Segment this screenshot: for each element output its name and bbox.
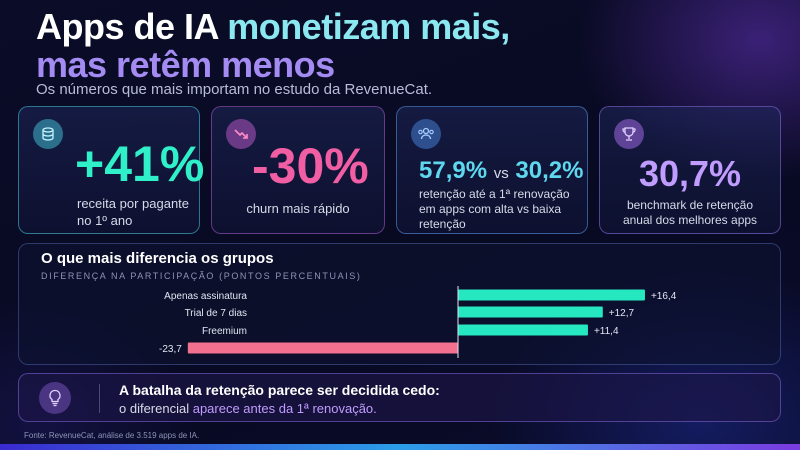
subtitle: Os números que mais importam no estudo d… — [36, 81, 433, 98]
callout-text: o diferencial — [119, 401, 193, 416]
bar — [458, 306, 603, 318]
category-label: Trial de 7 dias — [185, 308, 247, 319]
chart-panel: Apenas assinatura +16,4 Trial de 7 dias +12… — [18, 243, 781, 365]
headline-line-1: Apps de IA monetizam mais, — [36, 8, 510, 46]
kpi-value-high: 57,9% — [419, 157, 488, 184]
chart-title: O que mais diferencia os grupos — [41, 250, 274, 267]
kpi-desc-line: retenção até a 1ª renovação — [419, 187, 570, 201]
insight-callout: A batalha da retenção parece ser decidid… — [18, 373, 781, 422]
kpi-value: 30,7% — [638, 153, 742, 194]
bottom-accent-bar — [0, 444, 800, 450]
headline-line-2: mas retêm menos — [36, 44, 335, 85]
kpi-desc-line: receita por pagante — [77, 196, 190, 211]
kpi-value-low: 30,2% — [515, 157, 584, 184]
category-label: Freemium — [202, 326, 247, 337]
lightbulb-icon — [39, 382, 71, 414]
value-label: +16,4 — [651, 291, 677, 302]
coins-icon — [33, 119, 63, 149]
trophy-icon — [614, 119, 644, 149]
value-label: +11,4 — [594, 326, 619, 337]
kpi-value: -30% — [252, 138, 369, 194]
trend-down-icon — [226, 119, 256, 149]
headline-part-1: Apps de IA — [36, 6, 228, 47]
kpi-value: +41% — [75, 136, 205, 192]
kpi-card-benchmark: 30,7% benchmark de retenção anual dos me… — [599, 106, 781, 234]
value-label: -23,7 — [159, 344, 182, 355]
kpi-value: 57,9% vs 30,2% — [419, 157, 583, 185]
kpi-description: churn mais rápido — [246, 201, 350, 216]
bar — [458, 289, 645, 301]
source-note: Fonte: RevenueCat, análise de 3.519 apps… — [24, 431, 200, 440]
headline-part-2: monetizam mais, — [227, 6, 510, 47]
bar — [458, 324, 588, 336]
kpi-desc-line: no 1º ano — [77, 213, 133, 228]
bar — [187, 342, 458, 354]
kpi-desc-line: retenção — [419, 217, 466, 231]
headline: Apps de IA monetizam mais, mas retêm men… — [36, 8, 510, 84]
callout-line-2: o diferencial aparece antes da 1ª renova… — [119, 401, 377, 416]
kpi-card-churn: -30% churn mais rápido — [211, 106, 385, 234]
callout-highlight: aparece antes da 1ª renovação. — [192, 401, 377, 416]
category-label: Apenas assinatura — [164, 291, 247, 302]
kpi-card-retention: 57,9% vs 30,2% retenção até a 1ª renovaç… — [396, 106, 588, 234]
kpi-description: benchmark de retenção anual dos melhores… — [600, 198, 780, 228]
kpi-card-revenue: +41% receita por pagante no 1º ano — [18, 106, 204, 234]
users-icon — [411, 119, 441, 149]
divider — [99, 384, 100, 413]
kpi-description: retenção até a 1ª renovação em apps com … — [419, 187, 589, 232]
value-label: +12,7 — [609, 308, 635, 319]
bar-chart: Apenas assinatura +16,4 Trial de 7 dias +12… — [159, 286, 677, 358]
chart-subtitle: DIFERENÇA NA PARTICIPAÇÃO (PONTOS PERCEN… — [41, 271, 362, 281]
callout-line-1: A batalha da retenção parece ser decidid… — [119, 382, 440, 398]
kpi-vs-label: vs — [493, 165, 509, 182]
kpi-desc-line: em apps com alta vs baixa — [419, 202, 562, 216]
kpi-desc-line: benchmark de retenção — [626, 198, 754, 212]
kpi-desc-line: anual dos melhores apps — [622, 213, 758, 227]
kpi-description: receita por pagante no 1º ano — [77, 195, 189, 229]
